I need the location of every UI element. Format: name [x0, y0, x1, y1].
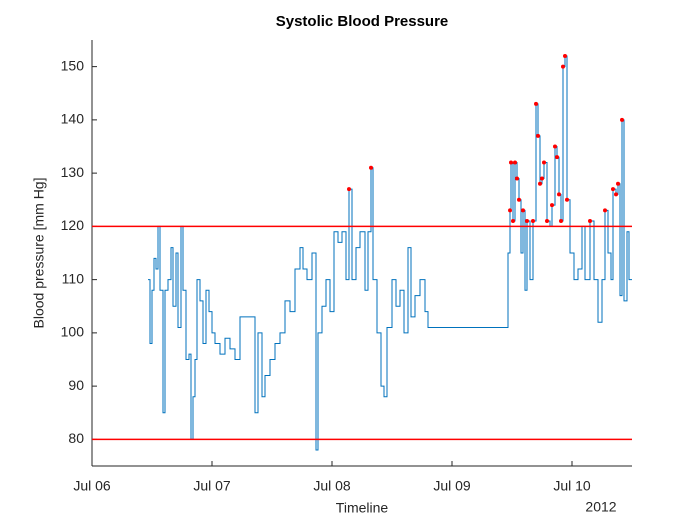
y-tick-label: 80 — [68, 430, 84, 446]
alarm-marker — [513, 160, 517, 165]
alarm-marker — [369, 165, 373, 170]
alarm-marker — [511, 219, 515, 224]
x-year-label: 2012 — [585, 499, 616, 515]
alarm-marker — [588, 219, 592, 224]
y-axis-label: Blood pressure [mm Hg] — [31, 178, 47, 329]
alarm-marker — [616, 181, 620, 186]
alarm-marker — [515, 176, 519, 181]
alarm-marker — [508, 208, 512, 213]
x-tick-label: Jul 10 — [553, 478, 591, 494]
alarm-marker — [542, 160, 546, 165]
alarm-marker — [614, 192, 618, 197]
alarm-marker — [531, 219, 535, 224]
alarm-marker — [509, 160, 513, 165]
x-tick-label: Jul 07 — [193, 478, 231, 494]
alarm-marker — [540, 176, 544, 181]
alarm-marker — [347, 187, 351, 192]
alarm-marker — [565, 197, 569, 202]
x-axis-label: Timeline — [336, 500, 389, 516]
alarm-marker — [517, 197, 521, 202]
alarm-marker — [538, 181, 542, 186]
alarm-marker — [545, 219, 549, 224]
y-tick-label: 110 — [62, 270, 85, 286]
alarm-marker — [553, 144, 557, 149]
alarm-marker — [550, 203, 554, 208]
alarm-marker — [603, 208, 607, 213]
series-line — [148, 55, 632, 451]
alarm-marker — [557, 192, 561, 197]
alarm-marker — [555, 155, 559, 160]
y-tick-label: 150 — [61, 57, 85, 73]
y-tick-label: 90 — [68, 377, 84, 393]
alarm-marker — [563, 53, 567, 58]
alarm-marker — [525, 219, 529, 224]
alarm-marker — [521, 208, 525, 213]
alarm-marker — [611, 187, 615, 192]
y-tick-label: 100 — [61, 324, 85, 340]
y-tick-label: 140 — [61, 111, 85, 127]
chart-title: Systolic Blood Pressure — [276, 13, 449, 30]
x-tick-label: Jul 08 — [313, 478, 351, 494]
alarm-marker — [561, 64, 565, 69]
alarm-marker — [559, 219, 563, 224]
alarm-marker — [620, 117, 624, 122]
alarm-marker — [536, 133, 540, 138]
x-tick-label: Jul 09 — [433, 478, 471, 494]
y-tick-label: 130 — [61, 164, 85, 180]
alarm-marker — [534, 101, 538, 106]
y-tick-label: 120 — [61, 217, 85, 233]
x-tick-label: Jul 06 — [73, 478, 111, 494]
